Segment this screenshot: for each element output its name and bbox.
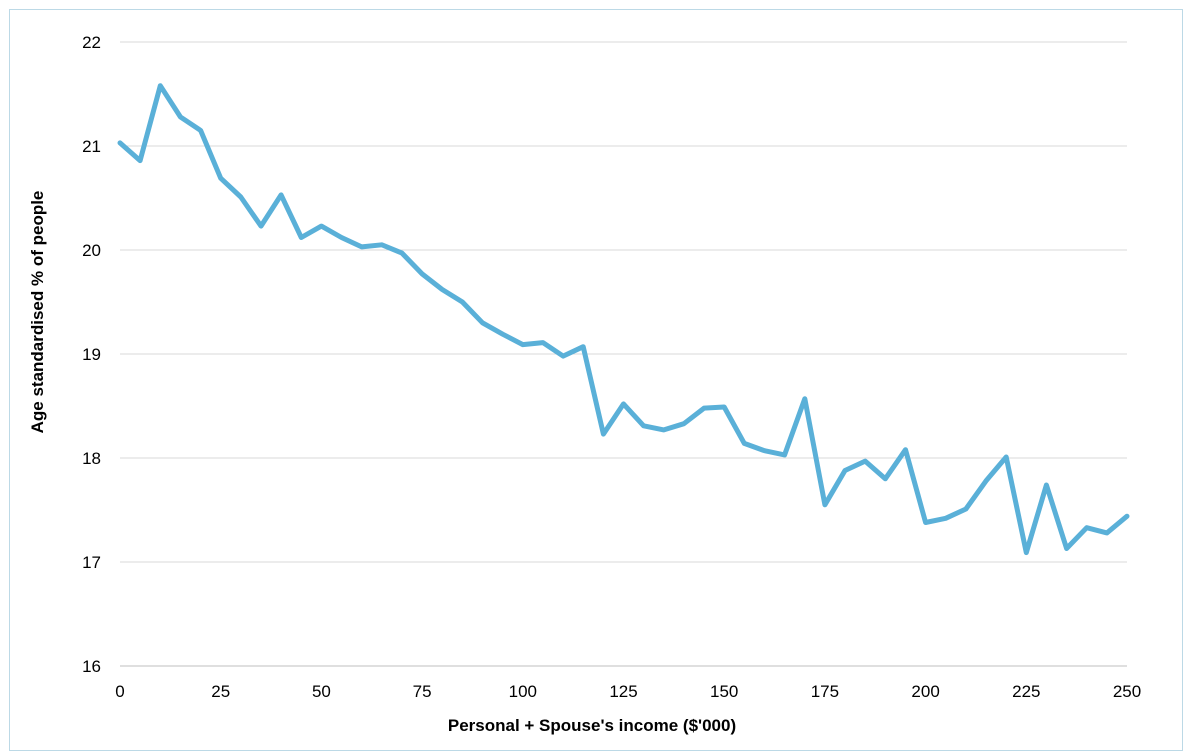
y-tick-label: 19 <box>82 345 101 364</box>
x-tick-label: 250 <box>1113 682 1141 701</box>
y-tick-label: 20 <box>82 241 101 260</box>
x-axis-title: Personal + Spouse's income ($'000) <box>448 716 736 735</box>
series-line <box>117 83 1130 556</box>
y-tick-label: 18 <box>82 449 101 468</box>
x-tick-label: 25 <box>211 682 230 701</box>
x-tick-label: 100 <box>509 682 537 701</box>
x-tick-label: 150 <box>710 682 738 701</box>
x-tick-label: 50 <box>312 682 331 701</box>
x-tick-label: 175 <box>811 682 839 701</box>
y-tick-label: 22 <box>82 33 101 52</box>
x-tick-label: 125 <box>609 682 637 701</box>
x-tick-label: 200 <box>911 682 939 701</box>
y-tick-label: 21 <box>82 137 101 156</box>
x-tick-label: 225 <box>1012 682 1040 701</box>
y-axis-title: Age standardised % of people <box>28 191 47 434</box>
chart-frame <box>9 9 1183 751</box>
y-tick-label: 17 <box>82 553 101 572</box>
y-axis-ticks: 16 17 18 19 20 21 22 <box>82 33 101 676</box>
series-group <box>117 83 1130 556</box>
y-tick-label: 16 <box>82 657 101 676</box>
gridlines <box>120 41 1127 667</box>
x-axis-ticks: 0 25 50 75 100 125 150 175 200 225 250 <box>115 682 1141 701</box>
x-tick-label: 75 <box>413 682 432 701</box>
x-tick-label: 0 <box>115 682 124 701</box>
